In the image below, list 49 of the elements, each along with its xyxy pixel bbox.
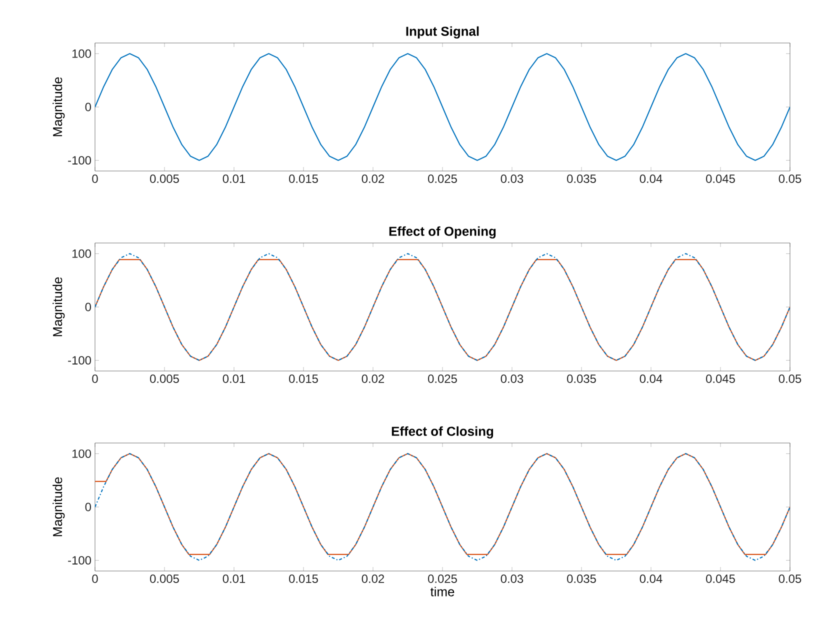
x-tick-label: 0.04 — [640, 374, 662, 383]
x-tick-label: 0.05 — [778, 374, 802, 383]
x-tick-label: 0 — [92, 574, 98, 583]
x-tick-label: 0.05 — [778, 174, 802, 183]
y-tick-label: -100 — [68, 556, 92, 565]
x-tick-label: 0.015 — [289, 374, 318, 383]
y-tick-label: 100 — [72, 49, 92, 58]
chart-title: Effect of Closing — [392, 426, 494, 439]
y-tick-label: 100 — [72, 449, 92, 458]
y-axis-title: Magnitude — [52, 477, 65, 536]
x-tick-label: 0.05 — [778, 574, 802, 583]
x-tick-label: 0.015 — [289, 574, 318, 583]
x-tick-label: 0.02 — [362, 374, 384, 383]
x-tick-label: 0.025 — [428, 574, 457, 583]
chart-title: Input Signal — [406, 26, 479, 39]
x-tick-label: 0.03 — [500, 574, 524, 583]
x-tick-label: 0.03 — [500, 374, 524, 383]
y-axis-title: Magnitude — [52, 277, 65, 336]
x-tick-label: 0.045 — [706, 574, 735, 583]
y-tick-label: 0 — [85, 302, 92, 312]
x-tick-label: 0.005 — [150, 574, 179, 583]
x-tick-label: 0.01 — [222, 574, 246, 583]
x-tick-label: 0.045 — [706, 174, 735, 183]
x-tick-label: 0.04 — [640, 574, 662, 583]
x-tick-label: 0.005 — [150, 174, 179, 183]
x-tick-label: 0.035 — [567, 574, 596, 583]
x-tick-label: 0.02 — [362, 174, 384, 183]
y-tick-label: 100 — [72, 249, 92, 258]
x-tick-label: 0.015 — [289, 174, 318, 183]
x-tick-label: 0.045 — [706, 374, 735, 383]
y-tick-label: -100 — [68, 356, 92, 365]
y-tick-label: 0 — [85, 502, 92, 512]
x-axis-title: time — [430, 586, 454, 596]
x-tick-label: 0.04 — [640, 174, 662, 183]
x-tick-label: 0 — [92, 374, 98, 383]
x-tick-label: 0.025 — [428, 374, 457, 383]
x-tick-label: 0.035 — [567, 174, 596, 183]
x-tick-label: 0 — [92, 174, 98, 183]
x-tick-label: 0.035 — [567, 374, 596, 383]
y-tick-label: -100 — [68, 156, 92, 165]
chart-title: Effect of Opening — [389, 226, 496, 239]
x-tick-label: 0.03 — [500, 174, 524, 183]
x-tick-label: 0.02 — [362, 574, 384, 583]
x-tick-label: 0.005 — [150, 374, 179, 383]
x-tick-label: 0.01 — [222, 174, 246, 183]
x-tick-label: 0.025 — [428, 174, 457, 183]
y-tick-label: 0 — [85, 102, 92, 112]
y-axis-title: Magnitude — [52, 77, 65, 136]
x-tick-label: 0.01 — [222, 374, 246, 383]
